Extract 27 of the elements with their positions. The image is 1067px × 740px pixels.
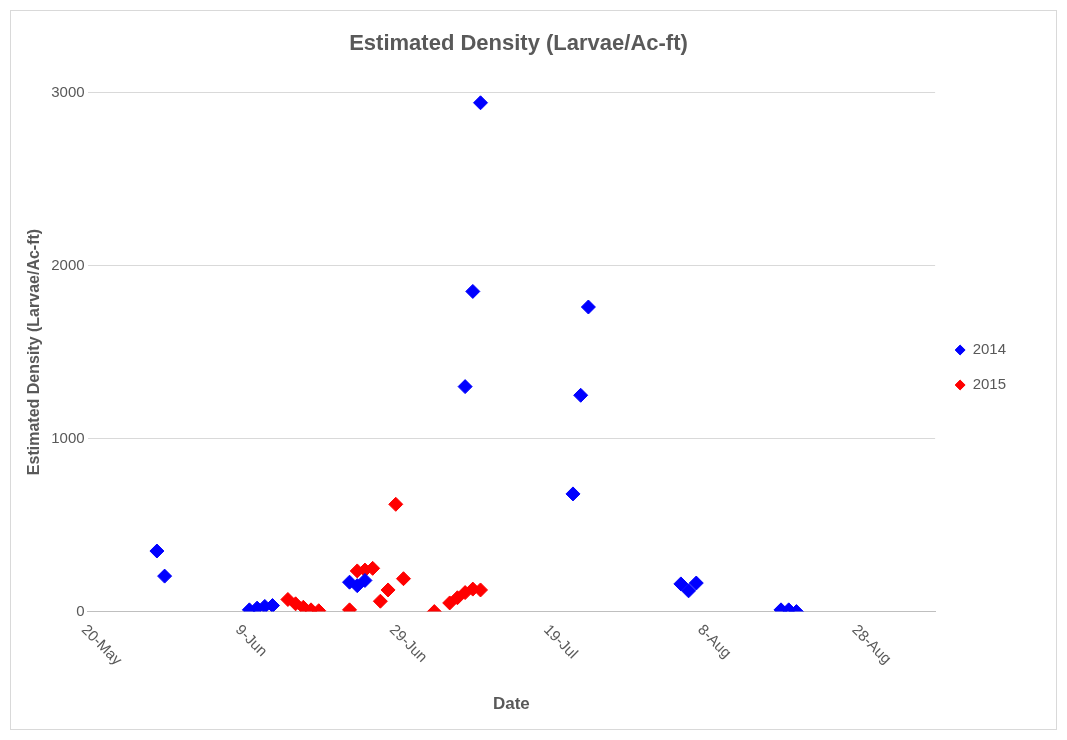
point	[388, 496, 404, 512]
point	[380, 582, 396, 598]
chart-title: Estimated Density (Larvae/Ac-ft)	[349, 30, 688, 56]
point	[681, 583, 697, 599]
point	[157, 568, 173, 584]
y-tick-label: 2000	[51, 255, 85, 273]
legend-label: 2014	[972, 340, 1007, 358]
point	[357, 572, 373, 588]
point	[372, 593, 388, 609]
point	[149, 543, 165, 559]
y-axis-title: Estimated Density (Larvae/Ac-ft)	[25, 228, 43, 476]
point	[580, 299, 596, 315]
point	[565, 486, 581, 502]
point	[449, 590, 465, 606]
point	[465, 283, 481, 299]
y-tick-label: 1000	[51, 428, 85, 446]
point	[473, 95, 489, 111]
point	[349, 578, 365, 594]
point	[573, 387, 589, 403]
point	[395, 571, 411, 587]
legend-label: 2015	[972, 375, 1007, 393]
point	[673, 576, 689, 592]
y-tick-label: 3000	[51, 82, 85, 100]
y-tick-label: 0	[76, 601, 85, 619]
point	[688, 575, 704, 591]
point	[457, 379, 473, 395]
x-axis-title: Date	[492, 694, 530, 714]
